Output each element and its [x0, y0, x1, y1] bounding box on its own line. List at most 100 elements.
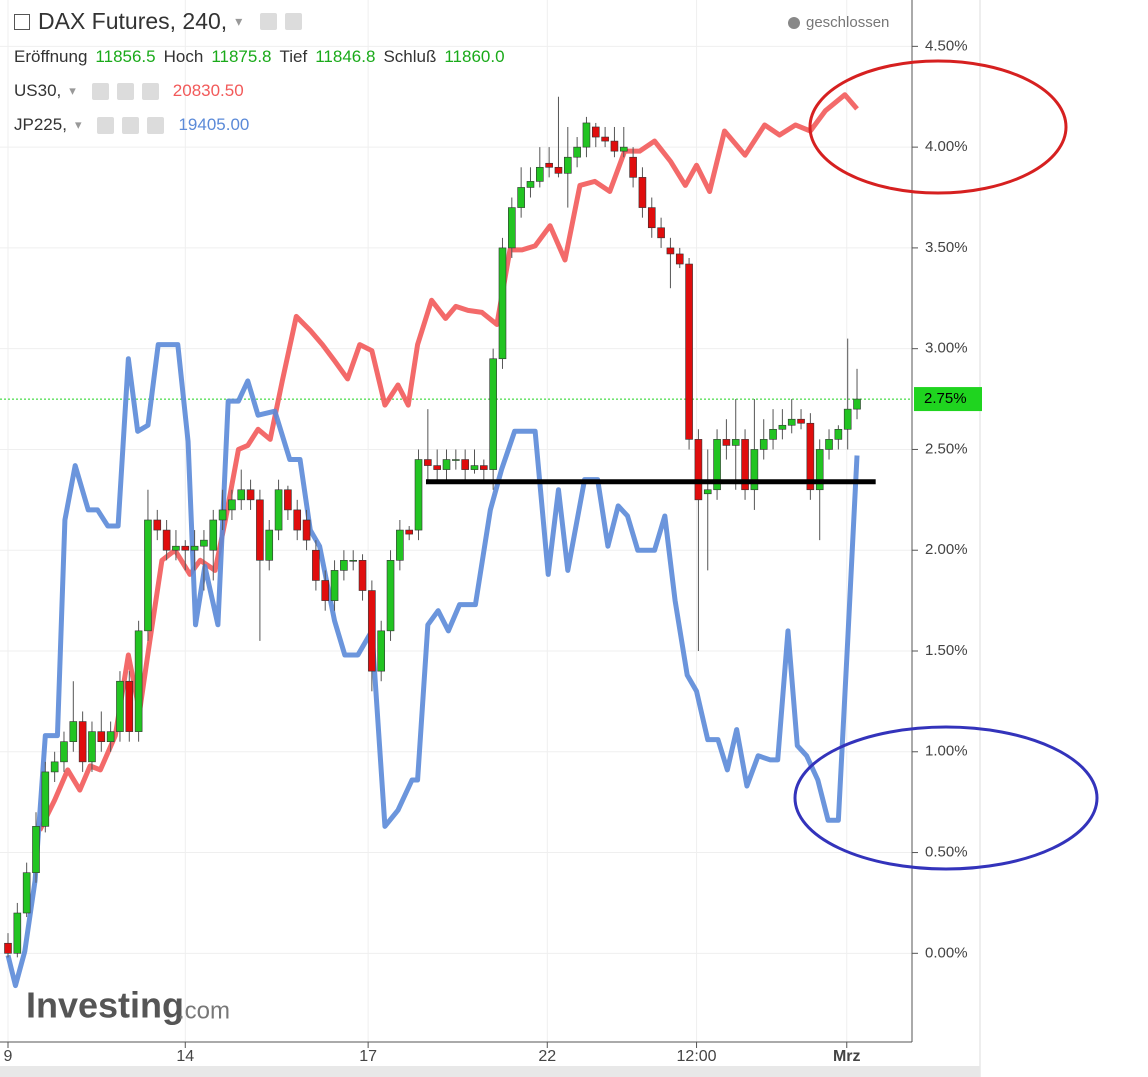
y-tick-label: 4.50%: [925, 37, 968, 54]
legend-entry: JP225, ▾ 19405.00: [14, 115, 257, 135]
candle-body: [349, 560, 358, 562]
y-tick-label: 4.00%: [925, 138, 968, 155]
close-icon[interactable]: [141, 82, 159, 100]
eye-icon[interactable]: [260, 13, 278, 30]
gear-icon[interactable]: [122, 116, 140, 134]
candle-body: [125, 680, 134, 732]
candle-body: [545, 162, 553, 168]
candle-body: [554, 166, 563, 174]
candle-body: [806, 422, 815, 491]
gear-icon[interactable]: [285, 13, 303, 30]
candle-body: [582, 122, 591, 148]
scrollbar[interactable]: [0, 1066, 980, 1077]
gear-icon[interactable]: [116, 82, 134, 100]
ohlc-value: 11875.8: [211, 47, 272, 66]
candle-body: [246, 489, 255, 501]
candle-body: [414, 459, 423, 531]
candle-body: [461, 459, 469, 470]
legend-name: JP225,: [14, 115, 67, 134]
candle-body: [610, 140, 619, 152]
candle-body: [237, 489, 246, 501]
candle-body: [424, 459, 432, 466]
eye-icon[interactable]: [97, 116, 115, 134]
candle-body: [368, 590, 376, 672]
y-tick-label: 2.50%: [925, 440, 968, 457]
candle-body: [386, 560, 395, 632]
candle-body: [209, 519, 218, 551]
dropdown[interactable]: ▾: [74, 117, 82, 132]
y-tick-label: 3.50%: [925, 239, 968, 256]
candle-body: [703, 489, 712, 495]
last-price-label: 2.75%: [924, 390, 967, 407]
candle-body: [601, 136, 609, 142]
last-price-box: [914, 387, 982, 412]
candle-body: [134, 630, 143, 732]
legend-entry: US30, ▾ 20830.50: [14, 81, 252, 101]
candle-body: [815, 449, 824, 491]
ohlc-label: Hoch: [163, 47, 204, 66]
legend-value: 20830.50: [172, 81, 244, 100]
dropdown[interactable]: ▾: [69, 83, 76, 98]
ohlc-value: 11856.5: [95, 47, 156, 66]
collapse-button[interactable]: [14, 13, 30, 30]
candle-body: [713, 439, 721, 491]
candle-body: [181, 545, 190, 551]
candle-body: [274, 489, 283, 531]
candle-body: [843, 408, 852, 430]
legend-value: 19405.00: [178, 115, 250, 134]
candle-body: [685, 263, 693, 440]
candle-body: [330, 570, 339, 601]
candle-body: [666, 247, 675, 255]
grid: [0, 0, 912, 1042]
ohlc-label: Eröffnung: [14, 47, 88, 66]
y-tick-label: 0.00%: [925, 944, 968, 961]
candle-body: [396, 529, 404, 561]
x-tick-label: 12:00: [677, 1048, 717, 1065]
candle-body: [526, 181, 535, 188]
candle-body: [78, 721, 87, 763]
plot-area: [4, 92, 876, 989]
dropdown[interactable]: ▾: [235, 13, 243, 29]
x-tick-label: 22: [538, 1048, 556, 1065]
candle-body: [32, 826, 40, 874]
line-series: [5, 342, 860, 989]
candle-body: [825, 439, 833, 450]
candle-body: [722, 439, 731, 446]
status: geschlossen: [788, 14, 897, 31]
candle-body: [508, 207, 516, 249]
candle-body: [769, 428, 777, 440]
candle-body: [228, 499, 236, 511]
candle-body: [787, 418, 796, 426]
candle-body: [517, 187, 525, 208]
y-tick-label: 2.00%: [925, 541, 968, 558]
candle-body: [853, 398, 861, 410]
candle-body: [442, 459, 451, 470]
y-tick-label: 1.50%: [925, 642, 968, 659]
eye-icon[interactable]: [91, 82, 109, 100]
candle-body: [657, 227, 665, 239]
legend-name: US30,: [14, 81, 62, 100]
candle-body: [759, 439, 768, 450]
candle-body: [778, 424, 787, 430]
y-tick-label: 3.00%: [925, 340, 968, 357]
watermark: .com: [178, 997, 230, 1024]
ohlc-value: 11846.8: [315, 47, 376, 66]
candle-body: [629, 156, 637, 178]
candle-body: [480, 465, 488, 470]
candle-body: [162, 529, 171, 551]
candle-body: [638, 177, 647, 208]
title-row: DAX Futures, 240, ▾: [14, 8, 310, 35]
highlight-ellipse: [793, 725, 1099, 871]
candle-body: [60, 741, 68, 763]
watermark: Investing: [26, 985, 184, 1026]
candle-body: [265, 529, 274, 561]
status-dot: [788, 16, 800, 29]
candle-body: [218, 509, 227, 521]
status-text: geschlossen: [806, 14, 890, 31]
candle-body: [797, 418, 805, 424]
close-icon[interactable]: [147, 116, 165, 134]
candle-body: [694, 439, 703, 501]
candle-body: [293, 509, 302, 531]
